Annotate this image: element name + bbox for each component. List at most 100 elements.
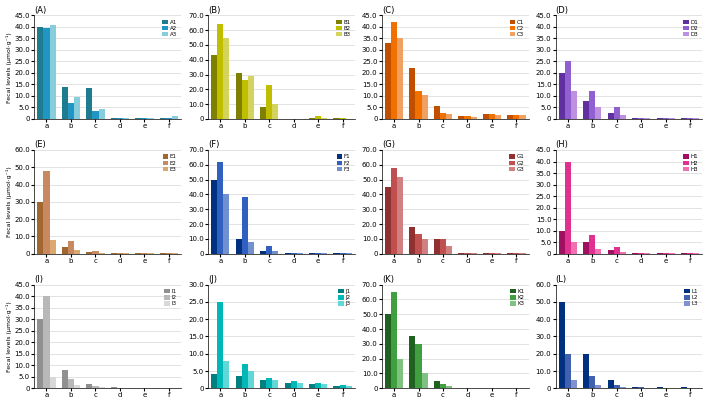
- Bar: [333, 385, 340, 388]
- Bar: [397, 359, 403, 388]
- Bar: [483, 387, 489, 388]
- Bar: [638, 118, 644, 119]
- Bar: [223, 361, 229, 388]
- Bar: [160, 387, 166, 388]
- Bar: [43, 296, 50, 388]
- Legend: H1, H2, H3: H1, H2, H3: [682, 153, 700, 173]
- Bar: [607, 250, 614, 254]
- Bar: [74, 385, 80, 388]
- Bar: [589, 235, 595, 254]
- Bar: [285, 383, 291, 388]
- Bar: [117, 253, 123, 254]
- Bar: [638, 253, 644, 254]
- Bar: [434, 239, 440, 254]
- Bar: [309, 253, 315, 254]
- Bar: [273, 104, 278, 119]
- Bar: [620, 116, 626, 119]
- Bar: [309, 118, 315, 119]
- Bar: [38, 202, 43, 254]
- Bar: [321, 253, 327, 254]
- Bar: [589, 91, 595, 119]
- Bar: [687, 118, 693, 119]
- Bar: [571, 242, 577, 254]
- Text: (A): (A): [34, 6, 47, 15]
- Bar: [340, 118, 346, 119]
- Bar: [565, 162, 571, 254]
- Bar: [440, 113, 446, 119]
- Bar: [315, 383, 321, 388]
- Bar: [632, 253, 638, 254]
- Bar: [681, 387, 687, 388]
- Bar: [495, 115, 501, 119]
- Bar: [321, 118, 327, 119]
- Bar: [98, 387, 105, 388]
- Bar: [446, 246, 452, 254]
- Bar: [74, 97, 80, 119]
- Bar: [93, 111, 98, 119]
- Bar: [513, 115, 520, 119]
- Bar: [98, 253, 105, 254]
- Bar: [117, 387, 123, 388]
- Text: (C): (C): [382, 6, 394, 15]
- Bar: [565, 61, 571, 119]
- Bar: [297, 383, 303, 388]
- Bar: [172, 116, 178, 119]
- Bar: [421, 239, 428, 254]
- Bar: [434, 106, 440, 119]
- Bar: [340, 385, 346, 388]
- Bar: [291, 253, 297, 254]
- Bar: [315, 116, 321, 119]
- Legend: J1, J2, J3: J1, J2, J3: [336, 287, 352, 308]
- Bar: [620, 387, 626, 388]
- Legend: C1, C2, C3: C1, C2, C3: [508, 18, 526, 39]
- Bar: [93, 386, 98, 388]
- Bar: [632, 118, 638, 119]
- Bar: [223, 194, 229, 254]
- Bar: [471, 253, 476, 254]
- Y-axis label: Fecal levels (μmol·g⁻¹): Fecal levels (μmol·g⁻¹): [6, 166, 11, 237]
- Bar: [346, 253, 352, 254]
- Legend: D1, D2, D3: D1, D2, D3: [681, 18, 700, 39]
- Bar: [110, 387, 117, 388]
- Bar: [507, 116, 513, 119]
- Bar: [86, 252, 93, 254]
- Bar: [135, 118, 142, 119]
- Bar: [123, 118, 129, 119]
- Legend: G1, G2, G3: G1, G2, G3: [508, 153, 526, 173]
- Bar: [583, 101, 589, 119]
- Bar: [340, 253, 346, 254]
- Bar: [681, 253, 687, 254]
- Bar: [385, 43, 391, 119]
- Text: (J): (J): [208, 275, 217, 284]
- Bar: [50, 25, 56, 119]
- Bar: [632, 387, 638, 388]
- Bar: [620, 252, 626, 254]
- Legend: E1, E2, E3: E1, E2, E3: [161, 153, 178, 173]
- Bar: [607, 380, 614, 388]
- Bar: [62, 87, 68, 119]
- Bar: [50, 377, 56, 388]
- Bar: [458, 387, 464, 388]
- Bar: [656, 118, 663, 119]
- Bar: [297, 118, 303, 119]
- Bar: [489, 253, 495, 254]
- Bar: [669, 253, 675, 254]
- Bar: [74, 250, 80, 254]
- Bar: [385, 314, 391, 388]
- Bar: [117, 118, 123, 119]
- Bar: [446, 114, 452, 119]
- Bar: [260, 380, 266, 388]
- Bar: [559, 231, 565, 254]
- Bar: [471, 117, 476, 119]
- Bar: [248, 242, 254, 254]
- Legend: K1, K2, K3: K1, K2, K3: [508, 287, 526, 308]
- Bar: [583, 354, 589, 388]
- Bar: [142, 118, 147, 119]
- Bar: [68, 379, 74, 388]
- Bar: [43, 28, 50, 119]
- Bar: [62, 247, 68, 254]
- Bar: [273, 251, 278, 254]
- Bar: [38, 27, 43, 119]
- Bar: [520, 253, 525, 254]
- Legend: A1, A2, A3: A1, A2, A3: [161, 18, 178, 39]
